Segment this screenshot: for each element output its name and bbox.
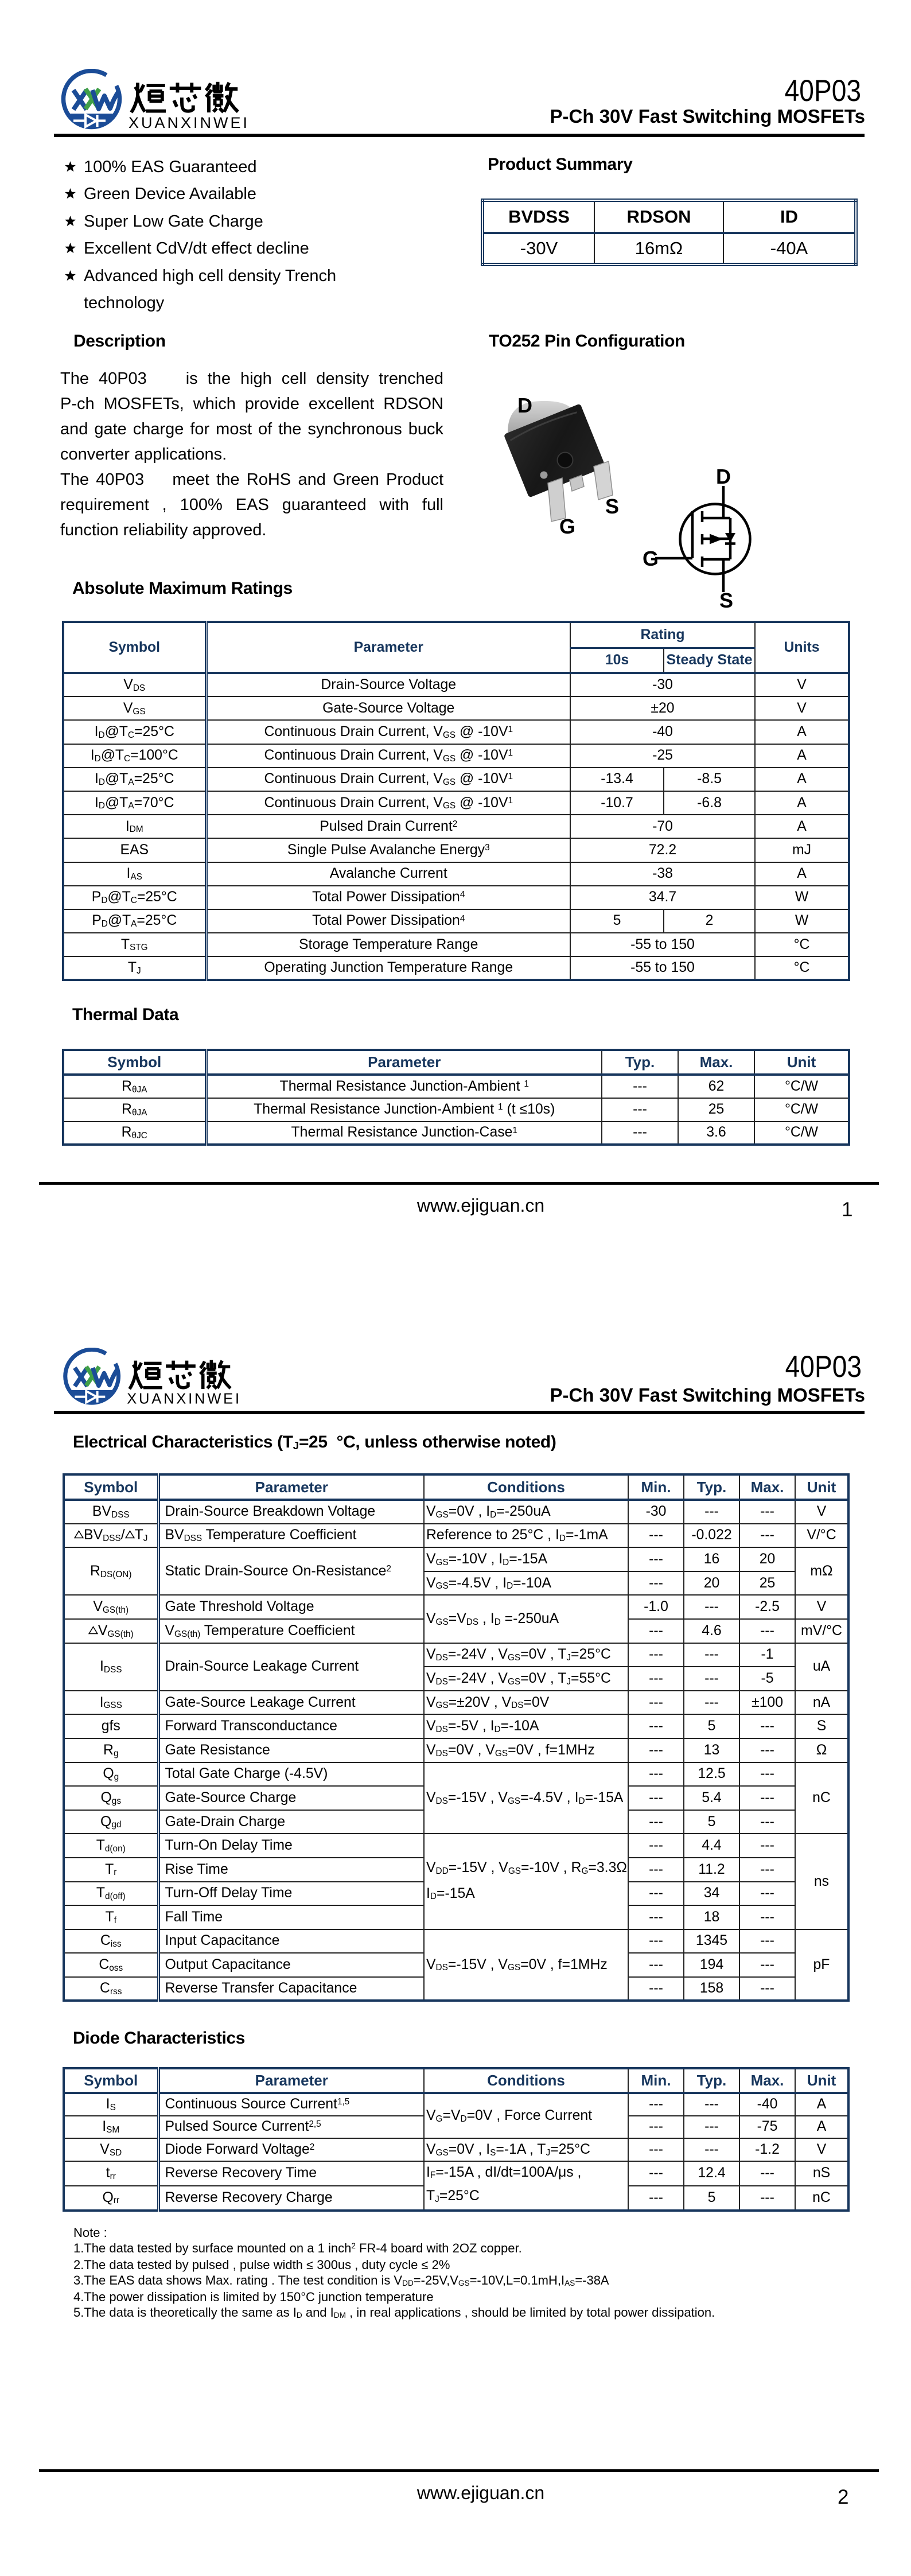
svg-text:D: D <box>716 466 731 488</box>
svg-text:XUANXINWEI: XUANXINWEI <box>129 114 250 131</box>
svg-text:D: D <box>517 394 532 417</box>
svg-text:G: G <box>559 515 575 538</box>
svg-text:S: S <box>605 495 619 518</box>
svg-text:S: S <box>719 589 733 610</box>
svg-text:G: G <box>643 547 659 570</box>
svg-text:XUANXINWEI: XUANXINWEI <box>127 1391 242 1407</box>
